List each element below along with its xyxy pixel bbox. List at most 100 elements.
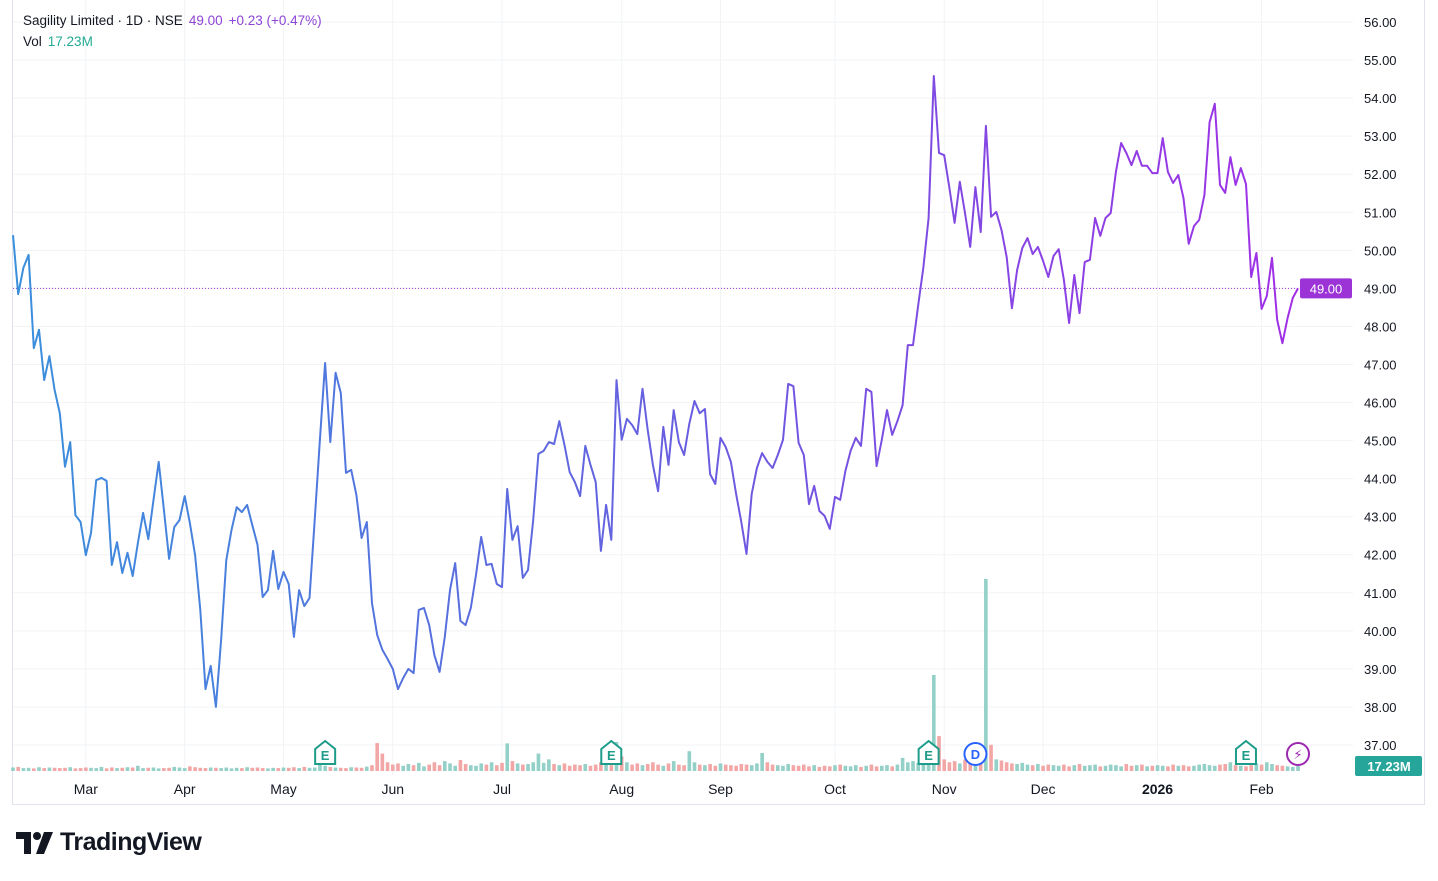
volume-bar — [536, 753, 541, 771]
volume-bar — [167, 767, 171, 771]
volume-bar — [588, 765, 593, 771]
price-chart[interactable]: 56.00 55.00 54.00 53.00 52.00 51.00 50.00 49.00… — [0, 0, 1438, 810]
volume-bar — [193, 767, 197, 771]
volume-bar — [146, 767, 151, 771]
volume-bar — [781, 765, 785, 771]
earnings-icon — [917, 739, 940, 765]
volume-bar — [58, 768, 62, 771]
volume-bar — [203, 768, 208, 771]
volume-bar — [328, 766, 333, 771]
volume-bar — [401, 765, 405, 771]
volume-bar — [770, 764, 775, 771]
volume-bar — [775, 765, 780, 771]
volume-bar — [1072, 765, 1077, 771]
chart-frame — [12, 0, 1425, 805]
volume-bar — [562, 763, 567, 771]
volume-bar — [916, 762, 921, 771]
volume-bar — [999, 760, 1004, 771]
volume-bar — [448, 763, 452, 771]
volume-bar — [1171, 764, 1175, 771]
volume-bar — [1051, 765, 1056, 771]
volume-bar — [110, 767, 114, 771]
volume-bar — [635, 763, 640, 771]
time-tick-label: Oct — [824, 781, 846, 797]
volume-bar — [1155, 765, 1160, 771]
price-axis[interactable]: 56.00 55.00 54.00 53.00 52.00 51.00 50.00 49.00… — [1364, 15, 1397, 753]
volume-bar — [1134, 765, 1139, 771]
volume-bar — [396, 763, 400, 771]
volume-bar — [827, 766, 832, 771]
volume-bar — [68, 767, 73, 771]
volume-bar — [541, 762, 546, 771]
volume-bar — [656, 764, 660, 771]
volume-bar — [349, 767, 353, 771]
volume-bar — [182, 768, 187, 771]
volume-bar — [443, 761, 447, 771]
volume-bar — [947, 762, 952, 771]
price-change: +0.23 (+0.47%) — [228, 13, 322, 28]
volume-bar — [1129, 765, 1134, 771]
volume-row: Vol 17.23M — [23, 31, 322, 52]
volume-bar — [1010, 763, 1014, 771]
volume-bar — [583, 764, 588, 771]
volume-bar — [99, 766, 104, 771]
price-tick-label: 55.00 — [1364, 53, 1397, 68]
volume-bar — [921, 759, 926, 771]
brand-name: TradingView — [60, 828, 202, 856]
volume-bar — [942, 759, 947, 771]
volume-bar — [21, 768, 26, 771]
volume-bar — [609, 765, 614, 771]
volume-bar — [151, 767, 156, 771]
price-tick-label: 37.00 — [1364, 738, 1397, 753]
volume-bar — [671, 761, 676, 771]
volume-bar — [755, 763, 759, 771]
volume-bar — [11, 767, 15, 771]
volume-bar — [130, 767, 135, 771]
volume-bar — [240, 768, 244, 771]
volume-bar — [162, 768, 166, 771]
volume-bar — [718, 763, 723, 771]
time-tick-label: Dec — [1031, 781, 1056, 797]
volume-bar — [1223, 764, 1227, 771]
time-tick-label: May — [270, 781, 296, 797]
price-tick-label: 48.00 — [1364, 319, 1397, 334]
time-tick-label: Mar — [74, 781, 98, 797]
volume-bar — [989, 744, 993, 771]
volume-bar — [1285, 766, 1290, 771]
volume-bar — [484, 764, 489, 771]
dividend-label: D — [971, 747, 980, 762]
volume-bar — [1264, 762, 1269, 771]
volume-bar — [822, 765, 827, 771]
volume-bar — [141, 768, 145, 771]
volume-bar — [47, 767, 52, 771]
time-tick-label: Sep — [708, 781, 733, 797]
volume-bar — [697, 764, 702, 771]
volume-bar — [266, 768, 270, 771]
volume-bar — [573, 764, 577, 771]
tradingview-logo[interactable]: TradingView — [16, 828, 202, 857]
volume-bar — [729, 765, 733, 771]
volume-bar — [42, 768, 47, 771]
volume-bar — [1244, 766, 1248, 771]
volume-bar — [515, 763, 520, 771]
symbol-title[interactable]: Sagility Limited · 1D · NSE — [23, 13, 183, 28]
volume-bar — [531, 762, 536, 771]
volume-bar — [932, 675, 936, 771]
volume-bar — [1015, 764, 1019, 771]
volume-bar — [958, 763, 962, 771]
volume-bar — [26, 767, 31, 771]
volume-bar — [1228, 762, 1233, 771]
time-axis[interactable]: Mar Apr May Jun Jul Aug Sep Oct Nov Dec 2026 Feb — [74, 781, 1274, 797]
volume-bar — [224, 767, 229, 771]
price-tick-label: 50.00 — [1364, 243, 1397, 258]
volume-bar — [1093, 764, 1097, 771]
volume-bar — [853, 765, 858, 771]
price-tick-label: 43.00 — [1364, 510, 1397, 525]
tradingview-logo-icon — [16, 831, 53, 854]
earnings-label: E — [607, 748, 616, 763]
volume-bar — [453, 765, 458, 771]
volume-bar — [198, 767, 203, 771]
volume-bar — [1202, 764, 1207, 771]
volume-bar — [1280, 765, 1285, 771]
volume-bar — [599, 762, 603, 771]
